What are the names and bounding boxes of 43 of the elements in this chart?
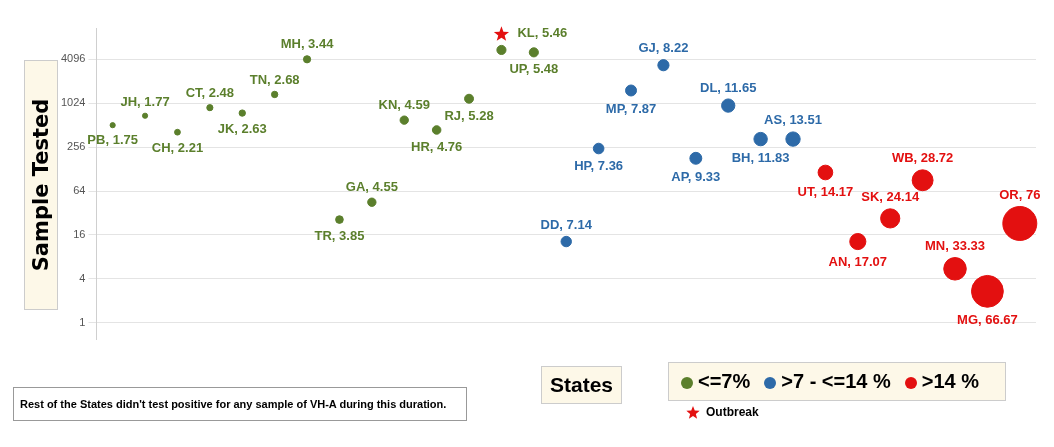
legend-label: >7 - <=14 % — [781, 370, 891, 392]
annotation: MP, 7.87 — [605, 100, 657, 116]
annotation: DL, 11.65 — [700, 79, 757, 95]
annotation: WB, 28.72 — [891, 150, 954, 166]
annotation: TR, 3.85 — [314, 228, 365, 244]
annotation: AS, 13.51 — [764, 112, 822, 128]
annotation: BH, 11.83 — [731, 150, 790, 166]
annotation: UP, 5.48 — [509, 61, 559, 77]
annotation: MN, 33.33 — [925, 238, 985, 254]
annotation: AN, 17.07 — [828, 254, 888, 270]
y-tick-label: 16 — [73, 228, 86, 241]
annotation: TN, 2.68 — [249, 71, 300, 87]
y-tick-label: 1 — [79, 315, 86, 328]
y-axis-title: Sample Tested — [29, 98, 53, 272]
annotation: CH, 2.21 — [151, 139, 204, 155]
y-tick-label: 4096 — [60, 52, 86, 65]
legend-label: Outbreak — [706, 405, 759, 419]
legend-label: >14 % — [921, 370, 980, 392]
annotation: JK, 2.63 — [217, 120, 267, 136]
y-tick-label: 1024 — [60, 96, 86, 109]
y-tick-label: 4 — [79, 271, 86, 284]
annotation: KL, 5.46 — [517, 24, 568, 40]
annotation: AP, 9.33 — [671, 168, 721, 184]
annotation: MG, 66.67 — [957, 311, 1018, 327]
annotation: HR, 4.76 — [410, 138, 463, 154]
annotation: CT, 2.48 — [185, 85, 235, 101]
annotation: HP, 7.36 — [574, 158, 624, 174]
annotation: OR, 76 — [999, 187, 1041, 203]
annotation: UT, 14.17 — [797, 184, 854, 200]
annotation: KN, 4.59 — [378, 96, 430, 112]
annotation: PB, 1.75 — [87, 132, 138, 148]
y-tick-label: 64 — [73, 184, 86, 197]
annotation: SK, 24.14 — [861, 189, 920, 205]
annotation: DD, 7.14 — [540, 216, 593, 232]
annotation: MH, 3.44 — [280, 36, 335, 52]
annotation: JH, 1.77 — [120, 93, 170, 109]
text: Rest of the States didn't test positive for any sample of VH-A during this duration. — [13, 387, 467, 421]
x-axis-title: States — [541, 366, 623, 404]
annotation: RJ, 5.28 — [444, 107, 494, 123]
legend-label: <=7% — [698, 370, 751, 392]
annotation: GJ, 8.22 — [638, 40, 689, 56]
annotation: GA, 4.55 — [345, 178, 398, 194]
y-tick-label: 256 — [67, 140, 86, 153]
